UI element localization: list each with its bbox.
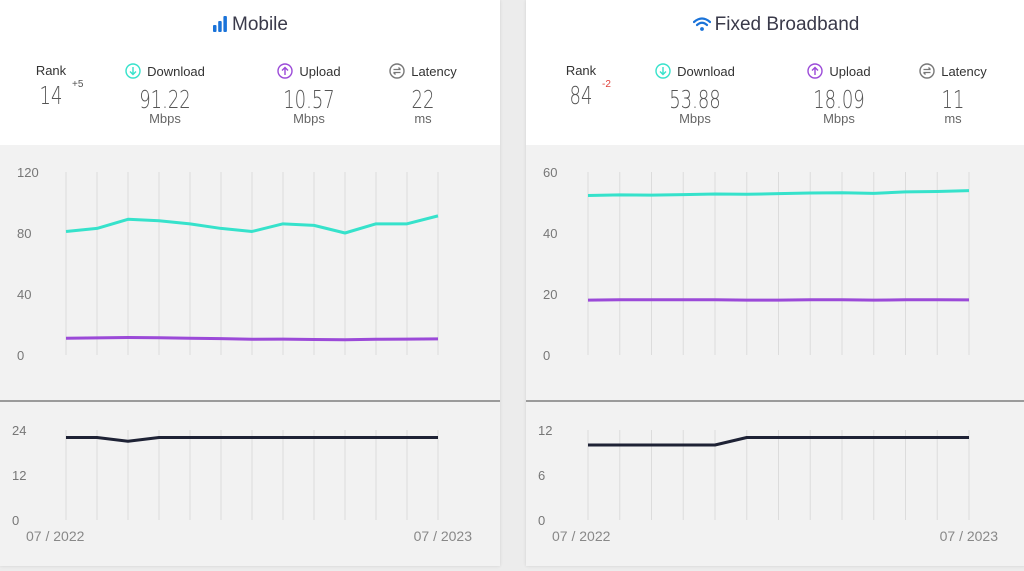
chart-area: 0 20 40 60 0 6 12 07 / 2022 07 / 2023 xyxy=(526,145,1024,566)
fixed-broadband-speed-chart: 0 20 40 60 0 6 12 07 / 2022 07 / 2023 xyxy=(526,145,1024,566)
latency-y-tick-label: 0 xyxy=(12,513,19,528)
fixed-broadband-panel: Fixed Broadband Rank 84 -2 Download 53.8… xyxy=(526,0,1024,566)
latency-y-tick-label: 12 xyxy=(12,468,26,483)
download-value: 91.22 xyxy=(125,85,204,114)
upload-label: Upload xyxy=(829,64,870,79)
latency-stat: Latency 11 ms xyxy=(898,63,1008,126)
latency-icon xyxy=(919,63,935,82)
wifi-icon xyxy=(693,16,711,38)
chart-area: 0 40 80 120 0 12 24 07 / 2022 07 / 2023 xyxy=(0,145,500,566)
rank-label: Rank xyxy=(0,63,106,78)
latency-y-tick-label: 24 xyxy=(12,423,26,438)
x-end-label: 07 / 2023 xyxy=(414,528,473,544)
mobile-speed-chart: 0 40 80 120 0 12 24 07 / 2022 07 / 2023 xyxy=(0,145,500,566)
upload-stat: Upload 18.09 Mbps xyxy=(784,63,894,126)
y-tick-label: 60 xyxy=(543,165,557,180)
panel-title-text: Fixed Broadband xyxy=(715,14,860,35)
upload-arrow-icon xyxy=(277,63,293,82)
rank-stat: Rank 84 xyxy=(526,63,636,110)
latency-y-tick-label: 0 xyxy=(538,513,545,528)
y-tick-label: 40 xyxy=(543,226,557,241)
x-end-label: 07 / 2023 xyxy=(940,528,999,544)
panel-title-text: Mobile xyxy=(232,14,288,35)
latency-label: Latency xyxy=(941,64,987,79)
latency-value: 22 xyxy=(383,85,462,114)
y-tick-label: 0 xyxy=(17,348,24,363)
upload-label: Upload xyxy=(299,64,340,79)
latency-y-tick-label: 6 xyxy=(538,468,545,483)
rank-delta: +5 xyxy=(72,79,83,90)
latency-icon xyxy=(389,63,405,82)
y-tick-label: 20 xyxy=(543,287,557,302)
latency-stat: Latency 22 ms xyxy=(368,63,478,126)
panel-title: Mobile xyxy=(0,14,500,38)
mobile-panel: Mobile Rank 14 +5 Download 91.22 Mbps Up… xyxy=(0,0,500,566)
upload-value: 18.09 xyxy=(799,85,878,114)
rank-stat: Rank 14 xyxy=(0,63,106,110)
download-arrow-icon xyxy=(125,63,141,82)
download-value: 53.88 xyxy=(655,85,734,114)
panel-title: Fixed Broadband xyxy=(526,14,1024,38)
upload-series-line xyxy=(66,337,438,339)
upload-stat: Upload 10.57 Mbps xyxy=(254,63,364,126)
download-arrow-icon xyxy=(655,63,671,82)
y-tick-label: 40 xyxy=(17,287,31,302)
latency-label: Latency xyxy=(411,64,457,79)
download-stat: Download 91.22 Mbps xyxy=(110,63,220,126)
signal-bars-icon xyxy=(212,16,228,38)
upload-arrow-icon xyxy=(807,63,823,82)
y-tick-label: 80 xyxy=(17,226,31,241)
latency-value: 11 xyxy=(913,85,992,114)
y-tick-label: 120 xyxy=(17,165,39,180)
rank-label: Rank xyxy=(526,63,636,78)
upload-value: 10.57 xyxy=(269,85,348,114)
x-start-label: 07 / 2022 xyxy=(552,528,611,544)
download-stat: Download 53.88 Mbps xyxy=(640,63,750,126)
x-start-label: 07 / 2022 xyxy=(26,528,85,544)
download-label: Download xyxy=(677,64,735,79)
rank-delta: -2 xyxy=(602,79,611,90)
latency-y-tick-label: 12 xyxy=(538,423,552,438)
y-tick-label: 0 xyxy=(543,348,550,363)
download-label: Download xyxy=(147,64,205,79)
